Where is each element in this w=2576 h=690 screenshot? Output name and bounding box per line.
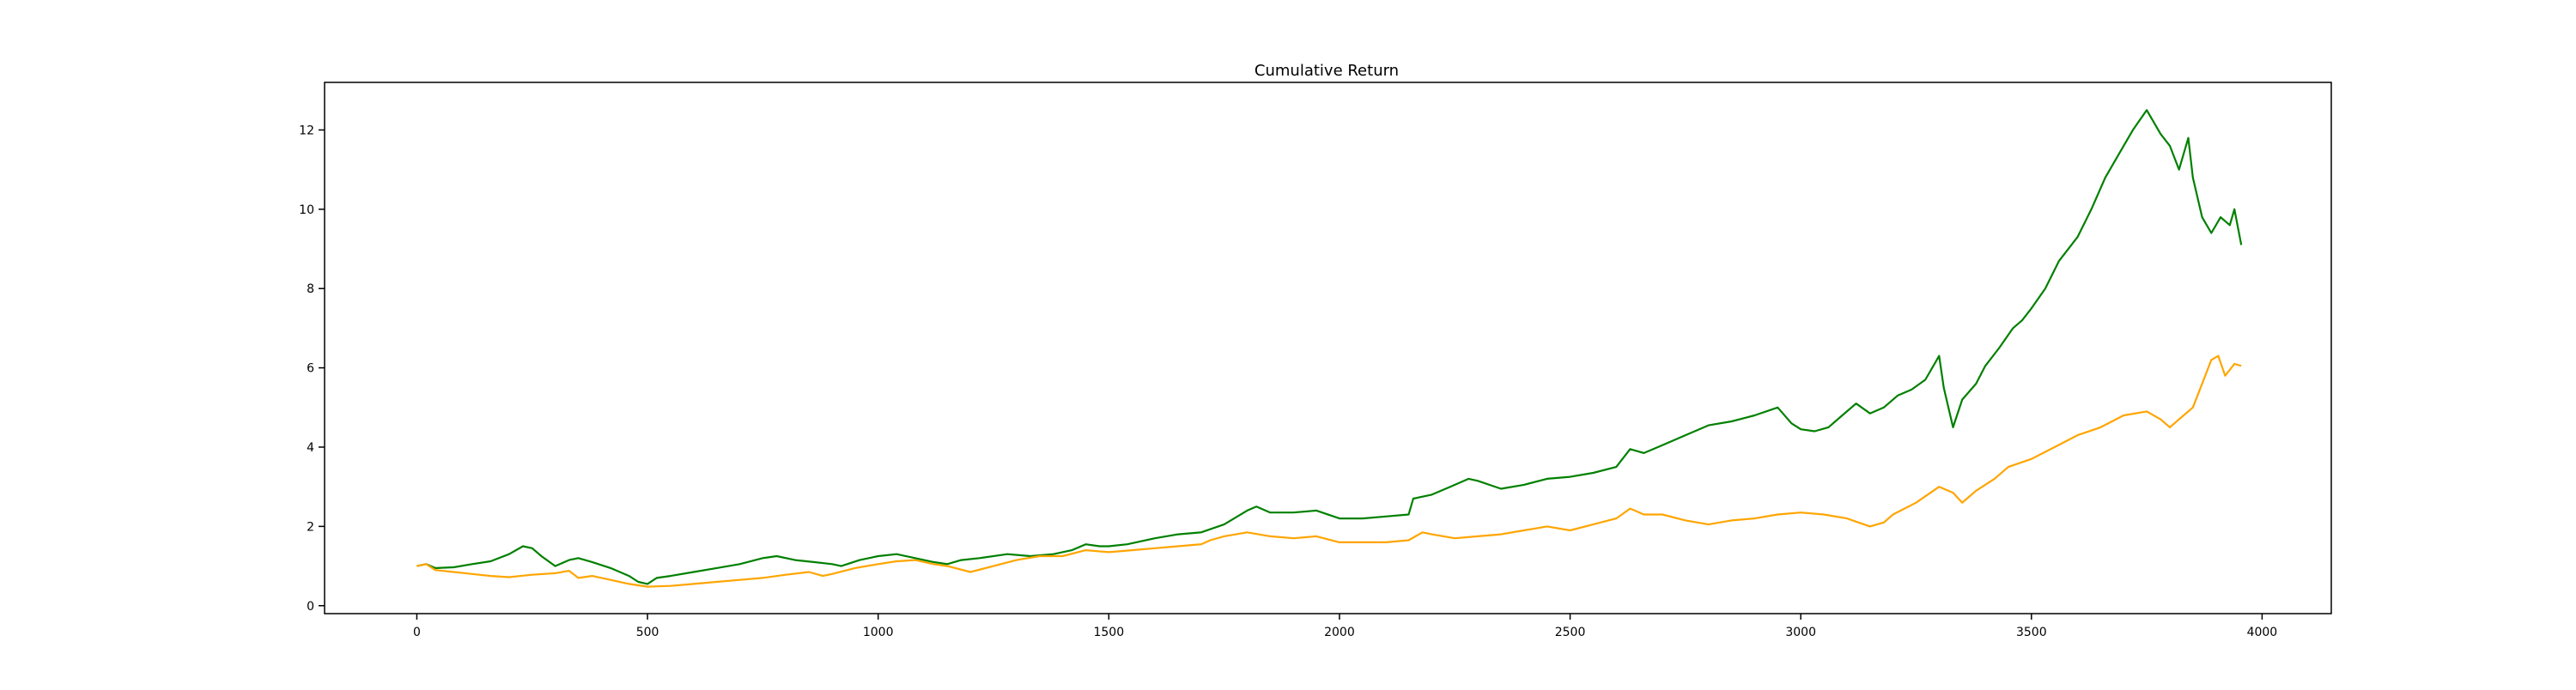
x-tick-label: 1500 <box>1093 626 1124 639</box>
x-tick-label: 4000 <box>2247 626 2278 639</box>
x-tick-label: 500 <box>636 626 659 639</box>
x-tick-label: 3000 <box>1785 626 1816 639</box>
y-tick-label: 4 <box>307 441 314 455</box>
y-tick-label: 0 <box>307 600 314 614</box>
y-axis: 0 2 4 6 8 10 12 <box>299 124 325 614</box>
plot-frame <box>324 82 2332 614</box>
y-tick-label: 8 <box>307 282 314 296</box>
series-line-1 <box>416 109 2243 585</box>
y-tick-label: 6 <box>307 362 314 376</box>
y-tick-label: 12 <box>299 124 314 137</box>
y-tick-label: 2 <box>307 520 314 534</box>
x-tick-label: 0 <box>413 626 421 639</box>
x-tick-label: 1000 <box>863 626 894 639</box>
series-line-2 <box>416 354 2242 588</box>
series-layer <box>416 109 2243 588</box>
x-axis: 0 500 1000 1500 2000 2500 3000 3500 4000 <box>413 614 2277 639</box>
chart-title: Cumulative Return <box>1255 62 1399 80</box>
x-tick-label: 2500 <box>1555 626 1586 639</box>
x-tick-label: 3500 <box>2016 626 2047 639</box>
x-tick-label: 2000 <box>1324 626 1355 639</box>
y-tick-label: 10 <box>299 203 314 217</box>
